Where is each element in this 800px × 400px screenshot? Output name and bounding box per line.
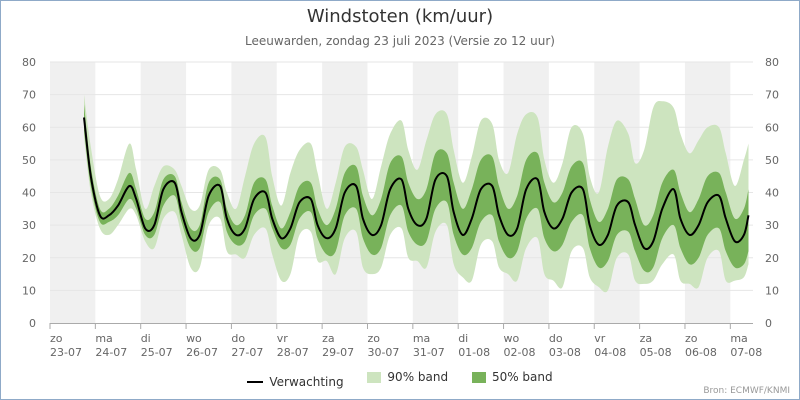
x-tick-date: 27-07 (231, 346, 263, 359)
x-tick-date: 28-07 (277, 346, 309, 359)
x-tick-date: 24-07 (95, 346, 127, 359)
x-tick-day: ma (413, 332, 430, 345)
x-tick-date: 07-08 (730, 346, 762, 359)
y-tick-right: 20 (765, 252, 779, 265)
x-tick-date: 25-07 (141, 346, 173, 359)
y-tick-left: 50 (22, 154, 36, 167)
legend-item-band90[interactable]: 90% band (367, 370, 448, 384)
x-tick-date: 30-07 (367, 346, 399, 359)
y-tick-right: 10 (765, 284, 779, 297)
band-90 (84, 94, 749, 293)
x-tick-day: zo (367, 332, 380, 345)
x-tick-day: ma (730, 332, 747, 345)
legend: Verwachting 90% band 50% band (0, 370, 800, 389)
y-tick-left: 40 (22, 187, 36, 200)
x-tick-day: di (458, 332, 468, 345)
band-50 (84, 104, 749, 273)
x-tick-day: wo (504, 332, 520, 345)
x-tick-day: vr (594, 332, 606, 345)
median-line (83, 117, 750, 251)
y-tick-left: 20 (22, 252, 36, 265)
legend-label-median: Verwachting (269, 374, 344, 389)
source-credit: Bron: ECMWF/KNMI (703, 386, 790, 396)
x-tick-day: za (322, 332, 335, 345)
x-tick-date: 29-07 (322, 346, 354, 359)
x-tick-day: di (141, 332, 151, 345)
legend-swatch-band90 (367, 371, 382, 383)
x-tick-day: wo (186, 332, 202, 345)
legend-label-band90: 90% band (387, 370, 449, 384)
y-tick-right: 80 (765, 56, 779, 69)
y-ticks-right: 0 10 20 30 40 50 60 70 80 (765, 56, 779, 330)
y-tick-left: 10 (22, 284, 36, 297)
legend-item-median[interactable]: Verwachting (247, 374, 344, 389)
y-tick-left: 60 (22, 121, 36, 134)
band-90-layer (84, 94, 749, 293)
x-tick-date: 03-08 (549, 346, 581, 359)
y-tick-left: 80 (22, 56, 36, 69)
y-tick-right: 70 (765, 89, 779, 102)
x-tick-date: 23-07 (50, 346, 82, 359)
chart-title: Windstoten (km/uur) (306, 6, 494, 27)
x-tick-day: ma (95, 332, 112, 345)
x-tick-date: 05-08 (640, 346, 672, 359)
legend-swatch-band50 (471, 371, 486, 383)
y-tick-right: 50 (765, 154, 779, 167)
y-ticks-left: 0 10 20 30 40 50 60 70 80 (22, 56, 36, 330)
y-tick-left: 0 (29, 317, 36, 330)
x-tick-day: vr (277, 332, 289, 345)
y-tick-right: 30 (765, 219, 779, 232)
chart-subtitle: Leeuwarden, zondag 23 juli 2023 (Versie … (245, 34, 555, 48)
x-tick-date: 04-08 (594, 346, 626, 359)
x-tick-day: za (640, 332, 653, 345)
x-ticks: zo23-07ma24-07di25-07wo26-07do27-07vr28-… (49, 323, 762, 359)
y-tick-right: 0 (765, 317, 772, 330)
y-tick-left: 30 (22, 219, 36, 232)
band-50-layer (84, 104, 749, 273)
y-tick-left: 70 (22, 89, 36, 102)
x-tick-date: 31-07 (413, 346, 445, 359)
legend-line-median (247, 380, 264, 383)
legend-label-band50: 50% band (491, 370, 553, 384)
x-tick-date: 06-08 (685, 346, 717, 359)
median-layer (83, 117, 750, 251)
x-tick-day: do (549, 332, 563, 345)
y-tick-right: 40 (765, 187, 779, 200)
legend-item-band50[interactable]: 50% band (471, 370, 553, 384)
x-tick-day: zo (50, 332, 63, 345)
y-tick-right: 60 (765, 121, 779, 134)
x-tick-date: 02-08 (504, 346, 536, 359)
x-tick-day: zo (685, 332, 698, 345)
x-tick-date: 01-08 (458, 346, 490, 359)
x-tick-date: 26-07 (186, 346, 218, 359)
x-tick-day: do (231, 332, 245, 345)
